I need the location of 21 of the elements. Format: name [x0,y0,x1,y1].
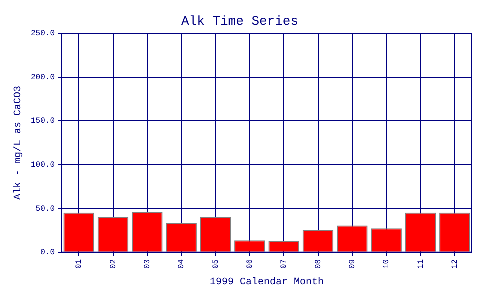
x-axis-title: 1999 Calendar Month [210,276,324,289]
x-tick-label: 03 [144,259,153,270]
x-tick-label: 11 [416,259,426,270]
x-tick-label: 08 [314,259,324,270]
x-tick-label: 06 [246,259,256,270]
y-tick-label: 50.0 [36,204,56,214]
x-tick-label: 10 [382,259,392,270]
x-tick-label: 07 [280,259,290,270]
y-tick-label: 200.0 [30,73,56,82]
x-tick-label: 04 [178,259,187,270]
chart-title: Alk Time Series [181,14,299,30]
x-tick-label: 12 [451,259,460,270]
x-tick-label: 01 [75,259,84,270]
x-tick-label: 09 [348,259,358,270]
x-tick-label: 05 [212,259,221,270]
y-axis-title: Alk - mg/L as CaCO3 [12,86,25,200]
y-tick-label: 100.0 [30,161,56,170]
y-tick-label: 250.0 [30,30,56,39]
x-tick-label: 02 [109,259,118,270]
y-tick-label: 0.0 [40,248,56,258]
y-tick-label: 150.0 [30,117,56,126]
